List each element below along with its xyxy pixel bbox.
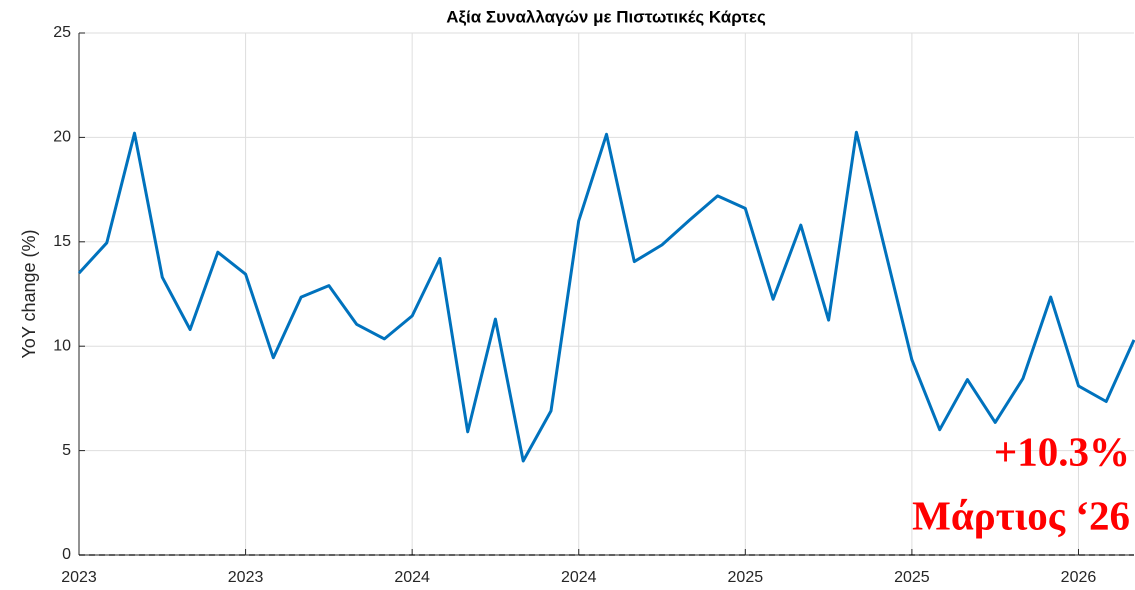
y-tick-label: 0	[62, 546, 71, 563]
x-tick-label: 2024	[394, 569, 430, 586]
y-axis-label: YoY change (%)	[19, 229, 39, 358]
x-tick-label: 2024	[561, 569, 597, 586]
y-tick-label: 20	[53, 129, 71, 146]
y-tick-label: 5	[62, 442, 71, 459]
x-tick-label: 2023	[61, 569, 97, 586]
y-tick-label: 10	[53, 337, 71, 354]
y-tick-label: 15	[53, 233, 71, 250]
annotation: Μάρτιος ‘26	[912, 492, 1130, 538]
x-tick-label: 2026	[1061, 569, 1097, 586]
annotation: +10.3%	[994, 428, 1130, 474]
x-tick-label: 2025	[894, 569, 930, 586]
y-tick-label: 25	[53, 24, 71, 41]
line-series	[77, 130, 1135, 463]
x-tick-label: 2025	[728, 569, 764, 586]
x-tick-label: 2023	[228, 569, 264, 586]
chart-title: Αξία Συναλλαγών με Πιστωτικές Κάρτες	[446, 7, 766, 26]
